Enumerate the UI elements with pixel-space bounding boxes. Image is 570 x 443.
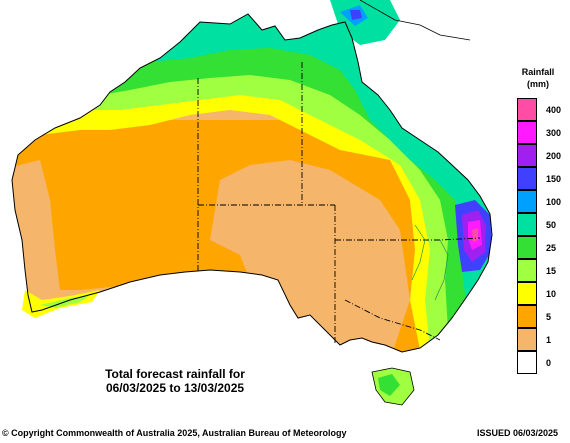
legend-label: 300	[546, 128, 562, 138]
legend-label: 400	[546, 105, 562, 115]
contour-line	[411, 224, 426, 281]
legend-swatch	[517, 328, 537, 351]
state-borders	[197, 62, 481, 345]
legend-swatch	[517, 236, 537, 259]
legend-swatch	[517, 98, 537, 121]
legend-label: 0	[546, 358, 552, 368]
caption-line-1: Total forecast rainfall for	[105, 367, 245, 381]
australia-rainfall-svg	[11, 0, 493, 406]
legend-label: 15	[546, 266, 557, 276]
legend-swatch	[517, 305, 537, 328]
legend-label: 25	[546, 243, 557, 253]
legend-title: Rainfall (mm)	[508, 66, 568, 90]
mainland-coastline	[11, 13, 493, 353]
legend-label: 1	[546, 335, 552, 345]
legend-label: 100	[546, 197, 562, 207]
png-rainfall-peak	[350, 10, 362, 20]
legend-swatch	[517, 190, 537, 213]
legend-swatch	[517, 259, 537, 282]
legend-label: 200	[546, 151, 562, 161]
nsw-vic-border	[344, 299, 441, 341]
legend-title-text: Rainfall (mm)	[521, 67, 555, 89]
legend-label: 150	[546, 174, 562, 184]
caption-line-2: 06/03/2025 to 13/03/2025	[105, 381, 245, 395]
legend-swatch	[517, 282, 537, 305]
legend-label: 50	[546, 220, 557, 230]
png-coastline	[359, 0, 471, 41]
legend-label: 5	[546, 312, 552, 322]
contour-line	[434, 239, 449, 301]
legend-swatch	[517, 213, 537, 236]
copyright-notice: © Copyright Commonwealth of Australia 20…	[2, 428, 347, 438]
rainfall-map	[11, 0, 493, 406]
legend-swatch	[517, 144, 537, 167]
map-caption: Total forecast rainfall for 06/03/2025 t…	[60, 367, 290, 395]
issued-date: ISSUED 06/03/2025	[476, 428, 558, 438]
legend-swatch	[517, 121, 537, 144]
legend-swatch	[517, 167, 537, 190]
legend-swatch	[517, 351, 537, 374]
tasmania-west-rain	[378, 374, 400, 396]
legend-label: 10	[546, 289, 557, 299]
